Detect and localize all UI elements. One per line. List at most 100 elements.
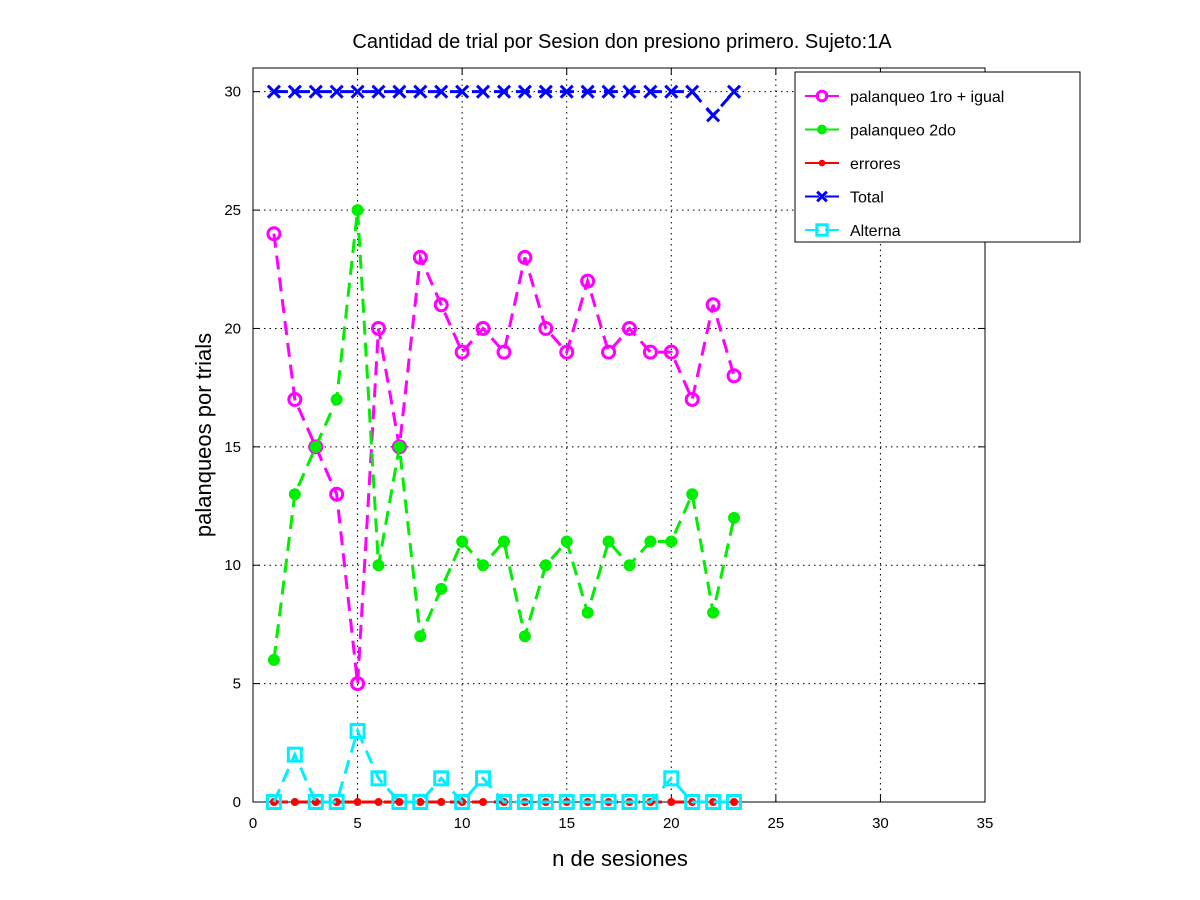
x-axis-label: n de sesiones bbox=[552, 846, 688, 871]
data-point bbox=[558, 794, 575, 810]
data-point bbox=[684, 794, 701, 810]
data-point bbox=[621, 794, 638, 810]
x-tick-label: 30 bbox=[872, 815, 889, 832]
data-point bbox=[416, 798, 425, 806]
data-point bbox=[495, 794, 512, 810]
legend-item: Alterna bbox=[805, 223, 901, 240]
data-point bbox=[287, 84, 302, 99]
data-point bbox=[288, 488, 301, 501]
data-point bbox=[601, 84, 616, 99]
data-point bbox=[705, 794, 722, 810]
data-point bbox=[685, 84, 700, 99]
data-point bbox=[644, 535, 657, 548]
series-4 bbox=[265, 722, 743, 810]
data-point bbox=[290, 798, 299, 806]
data-point bbox=[455, 84, 470, 99]
data-point bbox=[537, 794, 554, 810]
legend-item: Total bbox=[805, 190, 884, 207]
y-tick-label: 15 bbox=[224, 439, 241, 456]
data-point bbox=[350, 676, 366, 692]
data-point bbox=[664, 84, 679, 99]
data-point bbox=[726, 794, 743, 810]
data-point bbox=[600, 794, 617, 810]
data-point bbox=[435, 582, 448, 595]
y-tick-label: 20 bbox=[224, 320, 241, 337]
data-point bbox=[475, 320, 491, 336]
series-line bbox=[272, 726, 735, 805]
data-point bbox=[395, 798, 404, 806]
data-point bbox=[353, 798, 362, 806]
data-point bbox=[643, 84, 658, 99]
data-point bbox=[370, 320, 386, 336]
data-point bbox=[414, 630, 427, 643]
data-point bbox=[329, 486, 345, 502]
data-point bbox=[579, 794, 596, 810]
data-point bbox=[539, 559, 552, 572]
y-axis-label: palanqueos por trials bbox=[191, 333, 216, 537]
legend-marker bbox=[817, 124, 827, 135]
series-0 bbox=[266, 226, 742, 692]
legend-item: palanqueo 2do bbox=[805, 123, 956, 140]
data-point bbox=[726, 84, 742, 99]
y-tick-label: 0 bbox=[233, 794, 241, 811]
data-point bbox=[307, 794, 324, 810]
chart-title: Cantidad de trial por Sesion don presion… bbox=[352, 31, 892, 53]
data-point bbox=[496, 84, 512, 99]
x-tick-label: 35 bbox=[977, 815, 994, 832]
data-point bbox=[350, 84, 365, 99]
data-point bbox=[728, 511, 741, 524]
legend-label: Total bbox=[850, 190, 884, 207]
legend: palanqueo 1ro + igual palanqueo 2do errore… bbox=[794, 71, 1081, 243]
data-point bbox=[372, 559, 385, 572]
data-point bbox=[559, 84, 574, 99]
data-point bbox=[726, 368, 742, 384]
data-point bbox=[475, 84, 491, 99]
series-line bbox=[272, 233, 736, 684]
data-point bbox=[497, 535, 510, 548]
data-point bbox=[517, 84, 532, 99]
data-point bbox=[370, 770, 387, 787]
data-point bbox=[475, 770, 492, 787]
data-point bbox=[308, 84, 323, 99]
legend-item: errores bbox=[805, 156, 901, 173]
data-point bbox=[374, 798, 383, 806]
data-point bbox=[518, 630, 531, 643]
data-point bbox=[328, 794, 345, 810]
data-point bbox=[330, 393, 343, 406]
legend-label: palanqueo 2do bbox=[850, 123, 956, 140]
data-point bbox=[686, 488, 699, 501]
legend-marker bbox=[815, 223, 829, 237]
data-point bbox=[412, 249, 428, 265]
data-point bbox=[266, 226, 282, 242]
data-point bbox=[706, 108, 721, 123]
y-tick-label: 25 bbox=[224, 202, 241, 219]
data-point bbox=[707, 606, 720, 619]
data-point bbox=[267, 653, 280, 666]
data-point bbox=[266, 84, 281, 99]
data-point bbox=[705, 297, 721, 313]
x-tick-label: 5 bbox=[353, 815, 361, 832]
data-point bbox=[602, 535, 615, 548]
data-point bbox=[538, 320, 554, 336]
data-point bbox=[642, 344, 658, 360]
data-point bbox=[349, 722, 366, 739]
data-point bbox=[437, 798, 446, 806]
data-point bbox=[538, 84, 553, 99]
data-point bbox=[496, 344, 512, 360]
legend-marker bbox=[816, 190, 828, 203]
x-tick-label: 25 bbox=[768, 815, 785, 832]
data-point bbox=[287, 391, 303, 407]
series-line bbox=[273, 90, 736, 118]
data-point bbox=[433, 770, 450, 787]
legend-marker bbox=[815, 89, 829, 103]
data-point bbox=[286, 746, 303, 763]
x-tick-label: 15 bbox=[558, 815, 575, 832]
x-tick-label: 0 bbox=[249, 815, 257, 832]
data-point bbox=[560, 535, 573, 548]
data-point bbox=[434, 84, 449, 99]
series-line bbox=[272, 209, 736, 661]
data-point bbox=[581, 606, 594, 619]
data-point bbox=[329, 84, 344, 99]
data-point bbox=[351, 204, 364, 217]
data-point bbox=[663, 770, 680, 787]
